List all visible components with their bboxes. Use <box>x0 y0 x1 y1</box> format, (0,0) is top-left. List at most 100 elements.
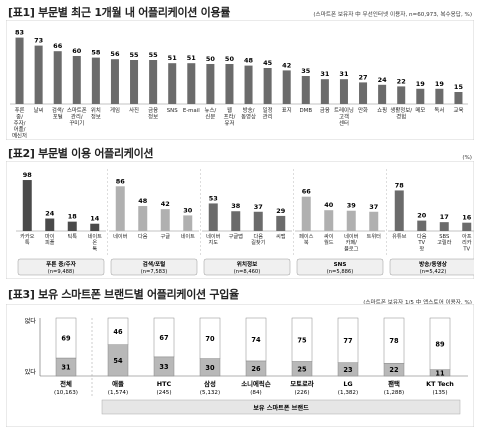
tick-label: 표지 <box>282 106 292 114</box>
bar-none <box>291 317 313 362</box>
bar <box>462 222 472 231</box>
data-label: 38 <box>231 202 241 210</box>
data-label: 55 <box>130 51 140 59</box>
tick-label: DMB <box>300 108 313 114</box>
chart-1: 83 푸른 중/주자/어플/메신저 73 날씨 66 검색/포털 60 스마트폰 관리/꾸미기 58… <box>6 20 474 140</box>
tick-label: HTC <box>157 380 172 388</box>
bar <box>346 210 356 231</box>
bar-none <box>245 317 267 362</box>
group-label-box <box>296 258 384 276</box>
tick-label: 독서 <box>434 106 444 114</box>
chart-note-2: (%) <box>462 155 472 161</box>
tick-label: 메모 <box>415 106 425 114</box>
data-label: 20 <box>417 212 427 220</box>
data-label: 48 <box>138 197 148 205</box>
data-label: 29 <box>276 207 286 215</box>
group-label: SNS <box>334 262 347 268</box>
group-n-label: (n=5,422) <box>420 269 447 275</box>
bar <box>53 51 62 104</box>
bar <box>397 86 406 104</box>
group-label: 방송/동영상 <box>419 260 448 268</box>
bar <box>324 210 334 231</box>
tick-label: 스마트폰 관리/꾸미기 <box>67 106 87 127</box>
data-label: 31 <box>339 70 349 78</box>
tick-label: 일정 관리 <box>263 106 273 120</box>
chart-title-3: [표3] 보유 스마트폰 브랜드별 어플리케이션 구입율 <box>8 288 239 301</box>
tick-label: LG <box>343 380 352 388</box>
bar <box>138 206 148 231</box>
bar <box>208 203 218 231</box>
chart-title-1: [표1] 부문별 최근 1개월 내 어플리케이션 이용률 <box>8 6 231 19</box>
n-label: (135) <box>432 390 447 396</box>
data-label-none: 74 <box>251 336 261 344</box>
n-label: (1,574) <box>108 390 128 396</box>
tick-label: 구글 <box>160 233 170 240</box>
data-label: 18 <box>68 213 78 221</box>
bar <box>183 215 193 231</box>
data-label-have: 25 <box>297 365 307 373</box>
bar-none <box>337 317 359 363</box>
bar-none <box>429 317 451 370</box>
panel-1: [표1] 부문별 최근 1개월 내 어플리케이션 이용률 (스마트폰 보유자 中… <box>6 2 474 140</box>
tick-label: 페이스 북 <box>299 232 314 246</box>
tick-label: 네이버 <box>113 232 128 240</box>
bar <box>394 190 404 231</box>
tick-label: 교육 <box>453 107 463 114</box>
bar-none <box>153 317 175 358</box>
data-label: 60 <box>72 47 82 55</box>
n-label: (226) <box>294 390 309 396</box>
tick-label: 방송/동영상 <box>241 106 256 120</box>
bar <box>225 64 234 104</box>
bar <box>90 223 100 231</box>
bar <box>253 211 263 231</box>
data-label-none: 78 <box>389 337 399 345</box>
panel-3: [표3] 보유 스마트폰 브랜드별 어플리케이션 구입율 (스마트폰 보유자 1… <box>6 284 474 427</box>
tick-label: 검색/포털 <box>52 106 64 120</box>
bar-none <box>107 317 129 345</box>
tick-label: 구글맵 <box>229 233 244 240</box>
data-label: 58 <box>91 49 101 57</box>
data-label: 37 <box>369 203 378 211</box>
data-label: 83 <box>15 29 24 37</box>
data-label-have: 11 <box>435 369 445 377</box>
tick-label: 팬택 <box>388 379 400 388</box>
tick-label: 소니에릭슨 <box>241 379 271 388</box>
group-n-label: (n=8,460) <box>234 269 261 275</box>
data-label: 16 <box>462 214 472 222</box>
group-label-box <box>101 399 461 415</box>
bar <box>72 56 81 104</box>
bar <box>301 76 310 104</box>
data-label: 86 <box>116 177 126 185</box>
data-label: 56 <box>110 50 120 58</box>
data-label: 19 <box>416 80 426 88</box>
tick-label: 웹 프라/유저 <box>224 106 236 127</box>
tick-label: 사진 <box>129 106 139 114</box>
tick-label: 네이트 <box>181 232 196 240</box>
row-label-bottom: 있다 <box>25 368 37 376</box>
bar <box>149 60 158 104</box>
data-label-have: 23 <box>343 366 353 374</box>
tick-label: SBS 고릴라 <box>437 234 452 246</box>
bar <box>130 60 139 104</box>
data-label: 40 <box>324 201 334 209</box>
bar <box>439 222 449 231</box>
bar <box>282 70 291 104</box>
data-label: 27 <box>359 73 368 81</box>
data-label-none: 67 <box>159 334 169 342</box>
data-label: 50 <box>206 55 216 63</box>
bar <box>187 63 196 104</box>
bar <box>263 68 272 104</box>
data-label-none: 75 <box>297 336 307 344</box>
tick-label: 마이 피플 <box>45 232 55 246</box>
data-label: 24 <box>45 210 55 218</box>
bar <box>168 63 177 104</box>
tick-label: 위치 정보 <box>91 106 101 120</box>
data-label-none: 77 <box>343 337 353 345</box>
data-label: 66 <box>302 188 312 196</box>
tick-label: SNS <box>167 108 178 114</box>
data-label: 48 <box>244 57 254 65</box>
bar <box>160 209 170 231</box>
bar <box>301 196 311 231</box>
tick-label: 날씨 <box>34 106 44 114</box>
bar <box>369 211 379 231</box>
